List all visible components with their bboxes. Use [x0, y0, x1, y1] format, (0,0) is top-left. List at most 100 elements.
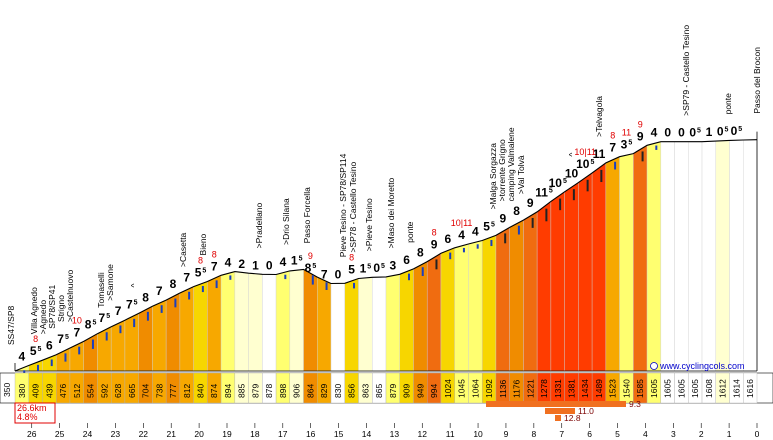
altitude-value-52: 1614 [731, 379, 741, 398]
gradient-column-50 [701, 140, 716, 372]
altitude-value-46: 1605 [649, 379, 659, 398]
steep-marker-22 [325, 282, 328, 290]
max-grade-label-0: 8 [33, 334, 38, 344]
km-label-17: 9 [504, 429, 509, 439]
gradient-column-51 [715, 140, 730, 372]
steep-marker-15 [229, 275, 232, 280]
km-label-2: 24 [83, 429, 93, 439]
km-label-21: 5 [615, 429, 620, 439]
steep-marker-46 [655, 145, 658, 150]
steep-marker-12 [188, 291, 191, 300]
altitude-value-9: 704 [141, 384, 151, 398]
place-labels: SS47/SP8 Villa Agnedo >Agnedo SP78/SP41 Stri… [6, 25, 762, 345]
gradient-column-18 [262, 274, 277, 372]
profile-outline [14, 139, 758, 372]
altitude-value-28: 909 [402, 384, 412, 398]
steep-marker-5 [91, 339, 94, 349]
grade-label-sub-51: 5 [725, 126, 729, 133]
gradient-column-43 [605, 156, 620, 372]
gradient-column-34 [481, 235, 497, 372]
gradient-column-27 [385, 274, 400, 372]
max-grade-label-2: 8 [198, 255, 203, 265]
altitude-value-34: 1092 [484, 379, 494, 398]
altitude-value-20: 906 [292, 384, 302, 398]
grade-label-9: 8 [142, 290, 149, 304]
grade-label-sub-52: 5 [738, 126, 742, 133]
steep-marker-38 [545, 208, 548, 222]
altitude-start: 350 [2, 383, 12, 397]
place-label-10: Bieno [198, 233, 208, 255]
gradient-column-23 [330, 283, 345, 372]
altitude-cell-53 [743, 372, 758, 404]
altitude-value-4: 512 [72, 384, 82, 398]
altitude-value-38: 1278 [539, 379, 549, 398]
grade-label-4: 7 [73, 325, 80, 339]
km-label-13: 13 [390, 429, 400, 439]
gradient-column-20 [289, 269, 304, 372]
grade-label-3: 75 [57, 332, 69, 346]
summary-bar-0 [486, 401, 626, 407]
altitude-value-2: 439 [44, 384, 54, 398]
altitude-value-6: 592 [99, 384, 109, 398]
altitude-value-48: 1605 [676, 379, 686, 398]
grade-label-20: 15 [291, 253, 303, 267]
max-grade-label-11: 9 [638, 119, 643, 129]
grade-label-26: 05 [373, 261, 385, 275]
grade-label-sub-39: 5 [563, 178, 567, 185]
altitude-value-13: 840 [196, 384, 206, 398]
steep-marker-2 [50, 359, 53, 367]
grade-label-29: 8 [417, 246, 424, 260]
altitude-value-30: 994 [429, 384, 439, 398]
km-label-10: 16 [306, 429, 316, 439]
place-label-6: Tomaselli [96, 272, 106, 308]
gradient-column-8 [124, 313, 139, 372]
gradient-column-36 [509, 219, 524, 372]
steep-marker-9 [146, 311, 149, 321]
altitude-value-12: 812 [182, 384, 192, 398]
km-label-12: 14 [362, 429, 372, 439]
steep-marker-39 [559, 198, 562, 211]
place-label-1: Villa Agnedo [29, 287, 39, 334]
altitude-value-16: 885 [237, 384, 247, 398]
gradient-column-17 [248, 273, 263, 372]
steep-marker-45 [641, 151, 644, 162]
steep-marker-21 [311, 275, 314, 285]
grade-label-22: 7 [321, 267, 328, 281]
place-label-9: >Casetta [178, 232, 188, 267]
summary-distance: 26.6km [17, 403, 47, 413]
gradient-column-13 [193, 281, 208, 372]
km-label-11: 15 [334, 429, 344, 439]
steep-marker-0 [23, 370, 26, 375]
altitude-value-3: 476 [58, 384, 68, 398]
gradient-column-41 [578, 172, 593, 372]
steep-marker-11 [174, 298, 177, 308]
grade-label-13: 55 [195, 265, 207, 279]
steep-marker-28 [407, 273, 410, 281]
km-label-14: 12 [418, 429, 428, 439]
max-grade-label-1: 10 [72, 315, 82, 325]
grade-label-sub-3: 5 [65, 334, 69, 341]
altitude-value-33: 1064 [470, 379, 480, 398]
steep-marker-13 [201, 286, 204, 293]
altitude-value-44: 1540 [621, 379, 631, 398]
steep-marker-41 [586, 179, 589, 192]
grade-label-0: 4 [19, 350, 26, 364]
km-label-7: 19 [222, 429, 232, 439]
steep-marker-34 [490, 239, 493, 247]
gradient-column-7 [110, 319, 126, 372]
place-label-26: ponte [723, 93, 733, 115]
gradient-column-30 [427, 252, 442, 372]
grade-label-6: 75 [99, 311, 111, 325]
place-label-0: SS47/SP8 [6, 306, 16, 345]
summary-bar-value-1: 11.0 [578, 406, 594, 416]
place-label-16: >Pieve Tesino [364, 198, 374, 251]
max-grade-label-6: 8 [432, 227, 437, 237]
grade-label-sub-26: 5 [381, 263, 385, 270]
place-label-23: ^ [567, 153, 577, 157]
grade-label-sub-5: 5 [92, 320, 96, 327]
place-label-7: >Samone [105, 264, 115, 301]
grade-label-31: 6 [444, 232, 451, 246]
altitude-value-35: 1136 [498, 379, 508, 398]
gradient-column-24 [344, 278, 359, 372]
